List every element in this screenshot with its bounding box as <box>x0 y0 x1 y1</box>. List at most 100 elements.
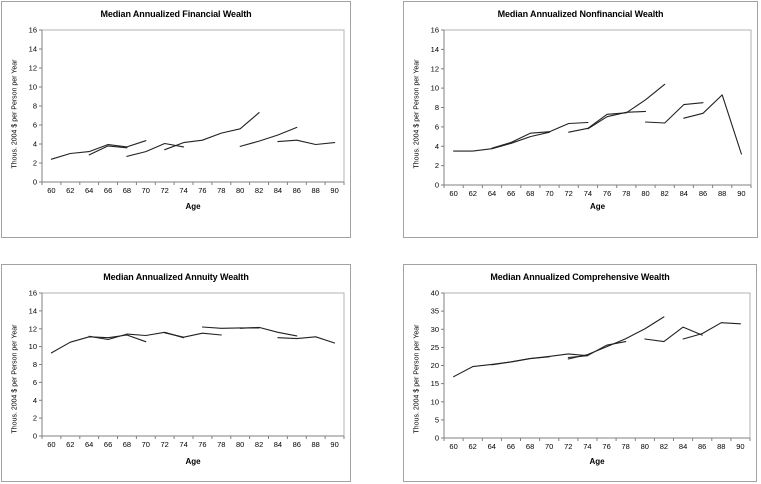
svg-text:6: 6 <box>435 122 439 131</box>
svg-text:16: 16 <box>431 26 439 35</box>
svg-text:74: 74 <box>179 440 187 449</box>
svg-text:68: 68 <box>123 440 131 449</box>
svg-text:86: 86 <box>293 186 301 195</box>
svg-text:90: 90 <box>737 189 745 198</box>
panel-annuity-wealth: Median Annualized Annuity Wealth Thous. … <box>1 264 351 482</box>
svg-text:10: 10 <box>431 397 439 406</box>
svg-text:60: 60 <box>47 186 55 195</box>
svg-text:2: 2 <box>33 159 37 168</box>
svg-text:82: 82 <box>255 186 263 195</box>
svg-text:30: 30 <box>431 325 439 334</box>
svg-text:5: 5 <box>435 415 439 424</box>
x-axis-title: Age <box>589 202 606 211</box>
svg-text:82: 82 <box>660 442 668 451</box>
svg-text:0: 0 <box>33 178 37 187</box>
svg-text:76: 76 <box>198 440 206 449</box>
chart-title: Median Annualized Annuity Wealth <box>103 272 249 282</box>
svg-text:70: 70 <box>142 440 150 449</box>
svg-text:12: 12 <box>29 324 37 333</box>
svg-text:62: 62 <box>66 186 74 195</box>
svg-text:68: 68 <box>526 442 534 451</box>
x-axis-title: Age <box>185 202 201 211</box>
svg-text:10: 10 <box>431 84 439 93</box>
chart-title: Median Annualized Nonfinancial Wealth <box>497 9 664 19</box>
svg-text:76: 76 <box>602 442 610 451</box>
svg-text:82: 82 <box>255 440 263 449</box>
svg-text:8: 8 <box>33 102 37 111</box>
svg-text:80: 80 <box>236 186 244 195</box>
svg-text:90: 90 <box>736 442 744 451</box>
svg-text:64: 64 <box>85 186 93 195</box>
svg-text:66: 66 <box>104 440 112 449</box>
panel-nonfinancial-wealth: Median Annualized Nonfinancial Wealth Th… <box>403 1 758 238</box>
chart-title: Median Annualized Comprehensive Wealth <box>490 272 670 282</box>
panel-financial-wealth: Median Annualized Financial Wealth Thous… <box>1 1 351 238</box>
svg-text:70: 70 <box>142 186 150 195</box>
svg-text:6: 6 <box>33 378 37 387</box>
svg-text:76: 76 <box>603 189 611 198</box>
svg-text:66: 66 <box>507 442 515 451</box>
svg-text:82: 82 <box>661 189 669 198</box>
svg-text:16: 16 <box>29 26 37 35</box>
svg-text:80: 80 <box>641 189 649 198</box>
svg-text:68: 68 <box>526 189 534 198</box>
svg-text:88: 88 <box>718 189 726 198</box>
svg-text:4: 4 <box>33 140 37 149</box>
svg-text:72: 72 <box>565 189 573 198</box>
svg-text:2: 2 <box>435 161 439 170</box>
svg-text:76: 76 <box>198 186 206 195</box>
svg-text:4: 4 <box>33 396 37 405</box>
svg-text:72: 72 <box>564 442 572 451</box>
svg-text:10: 10 <box>29 83 37 92</box>
svg-text:64: 64 <box>488 442 496 451</box>
svg-text:25: 25 <box>431 343 439 352</box>
svg-text:60: 60 <box>449 442 457 451</box>
svg-text:72: 72 <box>161 440 169 449</box>
svg-text:68: 68 <box>123 186 131 195</box>
svg-text:12: 12 <box>29 64 37 73</box>
svg-text:86: 86 <box>293 440 301 449</box>
svg-text:62: 62 <box>469 189 477 198</box>
svg-text:10: 10 <box>29 342 37 351</box>
svg-text:74: 74 <box>583 442 591 451</box>
x-axis-title: Age <box>589 457 605 466</box>
svg-text:84: 84 <box>274 186 282 195</box>
svg-text:84: 84 <box>679 442 687 451</box>
svg-text:15: 15 <box>431 379 439 388</box>
svg-text:64: 64 <box>85 440 93 449</box>
x-axis-title: Age <box>185 457 201 466</box>
svg-text:20: 20 <box>431 361 439 370</box>
svg-text:40: 40 <box>431 289 439 298</box>
svg-text:66: 66 <box>104 186 112 195</box>
svg-text:62: 62 <box>66 440 74 449</box>
svg-text:84: 84 <box>274 440 282 449</box>
svg-text:74: 74 <box>179 186 187 195</box>
svg-text:14: 14 <box>29 45 37 54</box>
svg-text:90: 90 <box>330 440 338 449</box>
svg-text:2: 2 <box>33 414 37 423</box>
svg-text:80: 80 <box>236 440 244 449</box>
svg-text:16: 16 <box>29 289 37 298</box>
svg-text:64: 64 <box>488 189 496 198</box>
plot-area-financial: 60 62 64 66 68 70 72 74 76 78 80 82 84 86 88 9002468101… <box>29 26 345 195</box>
svg-text:66: 66 <box>507 189 515 198</box>
svg-text:60: 60 <box>449 189 457 198</box>
svg-text:84: 84 <box>680 189 688 198</box>
chart-title: Median Annualized Financial Wealth <box>100 9 252 19</box>
svg-text:0: 0 <box>435 181 439 190</box>
svg-text:90: 90 <box>330 186 338 195</box>
svg-text:74: 74 <box>584 189 592 198</box>
panel-comprehensive-wealth: Median Annualized Comprehensive Wealth T… <box>403 264 757 482</box>
svg-text:0: 0 <box>33 432 37 441</box>
svg-text:4: 4 <box>435 142 439 151</box>
svg-text:78: 78 <box>217 440 225 449</box>
svg-text:8: 8 <box>435 103 439 112</box>
svg-text:86: 86 <box>699 189 707 198</box>
svg-text:80: 80 <box>641 442 649 451</box>
svg-text:8: 8 <box>33 360 37 369</box>
svg-text:60: 60 <box>47 440 55 449</box>
plot-area-nonfinancial: 60 62 64 66 68 70 72 74 76 78 80 82 84 86 88 9002468101… <box>431 26 752 198</box>
svg-text:88: 88 <box>312 186 320 195</box>
svg-text:72: 72 <box>161 186 169 195</box>
